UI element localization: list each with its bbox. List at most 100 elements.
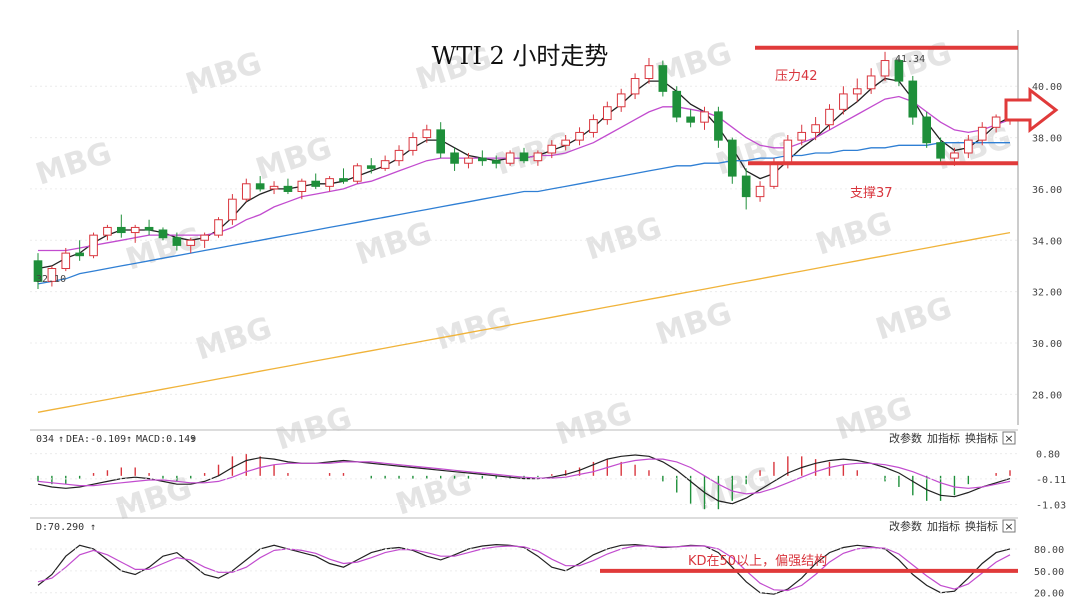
candle	[714, 106, 723, 148]
candle-body	[936, 142, 945, 159]
candle-body	[380, 160, 390, 169]
macd-value-arrow-icon: ↑	[190, 434, 196, 445]
candle-body	[950, 152, 959, 159]
kd-close-box[interactable]	[1002, 519, 1016, 533]
candle-body	[297, 180, 307, 192]
candle	[353, 163, 362, 184]
candle-body	[311, 180, 321, 187]
candle-body	[575, 131, 584, 141]
candle-body	[283, 185, 293, 192]
candle	[103, 224, 112, 241]
price-axis-ticks: 40.00 38.00 36.00 34.00 32.00 30.00 28.00	[1032, 82, 1062, 401]
candle	[200, 232, 209, 248]
candle-body	[964, 139, 973, 154]
candle	[672, 86, 682, 123]
candle-body	[186, 239, 196, 246]
kd-tick-label: 20.00	[1034, 589, 1064, 600]
macd-tick-label: 0.80	[1036, 450, 1060, 461]
watermark-text: MBG	[192, 310, 276, 367]
candle	[241, 178, 251, 202]
price-tick-label: 40.00	[1032, 82, 1062, 93]
candle	[839, 86, 848, 115]
watermark-text: MBG	[652, 295, 736, 352]
kd-params-button[interactable]: 改参数	[889, 519, 922, 533]
candle-body	[103, 226, 112, 236]
candle	[339, 168, 348, 184]
candle	[880, 51, 890, 82]
candle-body	[33, 260, 43, 282]
candle-body	[533, 152, 543, 162]
watermark-text: MBG	[872, 290, 956, 347]
candle-body	[714, 111, 723, 141]
candle-body	[408, 137, 418, 151]
candle	[547, 140, 557, 159]
candle-body	[908, 80, 918, 118]
price-tick-label: 32.00	[1032, 288, 1062, 299]
macd-params-button[interactable]: 改参数	[889, 431, 922, 445]
price-tick-label: 38.00	[1032, 134, 1062, 145]
candle-body	[880, 60, 890, 77]
candle	[825, 104, 834, 130]
candle-body	[839, 93, 848, 110]
candle-body	[353, 165, 362, 182]
dea-line	[37, 458, 1011, 495]
candle-body	[825, 108, 834, 126]
candle	[644, 57, 654, 84]
candle	[589, 114, 598, 138]
candle-body	[491, 160, 501, 164]
candle	[144, 219, 154, 236]
k-line	[37, 543, 1011, 595]
candle	[228, 194, 237, 225]
candle	[755, 181, 765, 202]
candle-body	[686, 116, 695, 123]
watermark-text: MBG	[432, 300, 516, 357]
candle	[561, 135, 570, 151]
candle	[505, 150, 515, 166]
watermark-text: MBG	[552, 395, 636, 452]
candle	[630, 73, 640, 100]
candle	[852, 78, 862, 102]
candle	[186, 237, 196, 254]
candle-body	[75, 252, 84, 257]
candle-body	[672, 90, 682, 118]
candle-body	[700, 111, 709, 123]
kd-close-icon[interactable]: ×	[1004, 520, 1013, 533]
candle	[686, 109, 695, 128]
right-arrow-icon	[1004, 86, 1059, 134]
dea-arrow-icon: ↑	[126, 434, 132, 445]
candle-body	[325, 178, 334, 187]
candle	[700, 106, 709, 130]
candle	[436, 122, 446, 159]
candle	[616, 88, 626, 112]
candle	[450, 147, 459, 171]
macd-close-box[interactable]	[1002, 431, 1016, 445]
candle-body	[630, 78, 640, 95]
support-label: 支撑37	[850, 186, 893, 201]
candle	[991, 114, 1001, 133]
candle-body	[991, 116, 1001, 128]
candle	[811, 117, 820, 141]
candle	[33, 253, 43, 290]
macd-plot	[37, 453, 1011, 510]
candle	[575, 127, 584, 146]
candle	[89, 232, 98, 259]
candle	[964, 135, 973, 159]
macd-switch-indicator-button[interactable]: 换指标	[965, 431, 998, 445]
candle-body	[47, 268, 57, 282]
macd-add-indicator-button[interactable]: 加指标	[927, 431, 960, 445]
candle	[894, 57, 904, 87]
candle	[214, 217, 223, 238]
kd-arrow-icon: ↑	[90, 522, 96, 533]
candle	[602, 101, 612, 125]
candle	[61, 247, 71, 272]
kd-add-indicator-button[interactable]: 加指标	[927, 519, 960, 533]
kd-switch-indicator-button[interactable]: 换指标	[965, 519, 998, 533]
candle-body	[852, 88, 862, 95]
macd-close-icon[interactable]: ×	[1004, 432, 1013, 445]
candle-body	[616, 93, 626, 108]
watermark-text: MBG	[812, 205, 896, 262]
macd-readout-prefix: 034	[36, 434, 54, 445]
candle	[172, 232, 182, 251]
candle-body	[172, 237, 182, 246]
price-tick-label: 36.00	[1032, 185, 1062, 196]
